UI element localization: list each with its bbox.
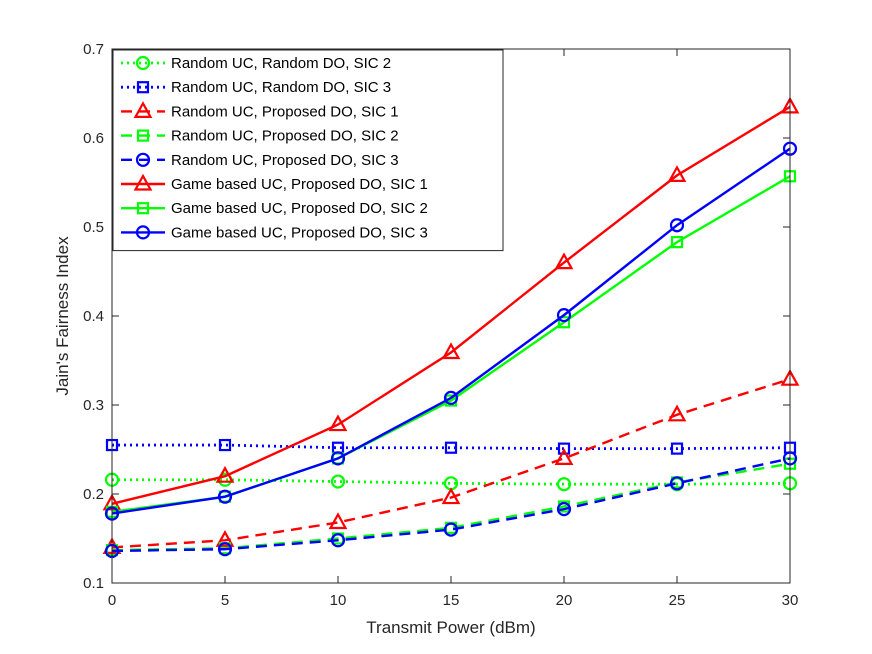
data-point	[557, 442, 571, 455]
legend-label: Random UC, Proposed DO, SIC 1	[171, 103, 399, 120]
data-point	[215, 465, 235, 483]
series-layer	[102, 96, 800, 559]
data-point	[328, 414, 348, 432]
x-tick-label: 25	[669, 592, 686, 609]
legend-entry-6: Game based UC, Proposed DO, SIC 1	[121, 173, 428, 193]
legend-marker	[136, 202, 150, 215]
legend-entry-7: Game based UC, Proposed DO, SIC 2	[121, 200, 428, 217]
data-point	[667, 404, 687, 422]
legend-label: Random UC, Proposed DO, SIC 3	[171, 152, 399, 169]
legend-marker	[133, 173, 153, 191]
data-point	[441, 342, 461, 360]
data-point	[670, 236, 684, 249]
x-tick-label: 5	[221, 592, 229, 609]
y-tick-label: 0.4	[83, 308, 104, 325]
legend-label: Random UC, Random DO, SIC 3	[171, 79, 391, 96]
y-tick-label: 0.5	[83, 219, 104, 236]
legend-marker	[135, 55, 151, 71]
legend-marker	[136, 129, 150, 142]
series-2	[105, 438, 797, 455]
legend-box	[112, 49, 504, 252]
x-axis-title: Transmit Power (dBm)	[366, 618, 535, 637]
series-line	[111, 105, 791, 505]
data-point	[330, 474, 346, 489]
y-tick-label: 0.6	[83, 130, 104, 147]
legend-label: Game based UC, Proposed DO, SIC 2	[171, 200, 428, 217]
x-tick-label: 30	[782, 592, 799, 609]
y-tick-label: 0.7	[83, 41, 104, 58]
data-point	[669, 218, 685, 233]
data-point	[444, 441, 458, 454]
legend-label: Random UC, Random DO, SIC 2	[171, 55, 391, 72]
data-point	[670, 442, 684, 455]
data-point	[215, 530, 235, 547]
legend-marker	[133, 101, 153, 119]
data-point	[218, 438, 232, 452]
data-point	[556, 502, 572, 517]
legend-entry-2: Random UC, Random DO, SIC 3	[121, 79, 391, 96]
series-line	[111, 457, 791, 553]
x-tick-label: 20	[556, 592, 573, 609]
series-line	[111, 147, 791, 515]
y-tick-label: 0.3	[83, 397, 104, 414]
series-8	[104, 141, 798, 521]
data-point	[554, 252, 574, 270]
data-point	[556, 477, 572, 492]
legend-marker	[135, 152, 151, 167]
y-tick-label: 0.2	[83, 486, 104, 503]
series-line	[112, 443, 791, 451]
legend-label: Random UC, Proposed DO, SIC 2	[171, 128, 399, 145]
legend-label: Game based UC, Proposed DO, SIC 1	[171, 176, 428, 193]
data-point	[330, 451, 346, 466]
data-point	[667, 165, 687, 182]
data-point	[328, 512, 348, 530]
legend-entry-1: Random UC, Random DO, SIC 2	[121, 55, 391, 72]
legend-entry-8: Game based UC, Proposed DO, SIC 3	[121, 224, 428, 241]
x-tick-label: 15	[443, 592, 460, 609]
data-point	[441, 487, 461, 505]
y-tick-label: 0.1	[83, 575, 104, 592]
x-tick-label: 0	[108, 592, 116, 609]
y-axis-title: Jain's Fairness Index	[53, 236, 72, 396]
data-point	[217, 542, 233, 557]
legend-entry-5: Random UC, Proposed DO, SIC 3	[121, 152, 399, 169]
axes-layer: 0 5 10 15 20 25 30 0.1 0.2 0.3 0.4 0.5 0.6 0.7	[83, 41, 798, 609]
legend-entry-3: Random UC, Proposed DO, SIC 1	[121, 101, 399, 120]
series-line	[111, 378, 791, 549]
legend-label: Game based UC, Proposed DO, SIC 3	[171, 224, 428, 241]
data-point	[669, 476, 685, 491]
legend-entry-4: Random UC, Proposed DO, SIC 2	[121, 128, 399, 145]
x-tick-label: 10	[330, 592, 347, 609]
data-point	[557, 316, 571, 329]
data-point	[556, 308, 572, 323]
data-point	[554, 448, 574, 465]
data-point	[443, 390, 459, 405]
legend-marker	[136, 81, 150, 94]
data-point	[330, 533, 346, 548]
data-point	[217, 489, 233, 504]
legend-marker	[135, 225, 151, 240]
data-point	[443, 522, 459, 537]
series-line	[112, 478, 791, 486]
legend: Random UC, Random DO, SIC 2 Random UC, Ra…	[112, 49, 504, 252]
